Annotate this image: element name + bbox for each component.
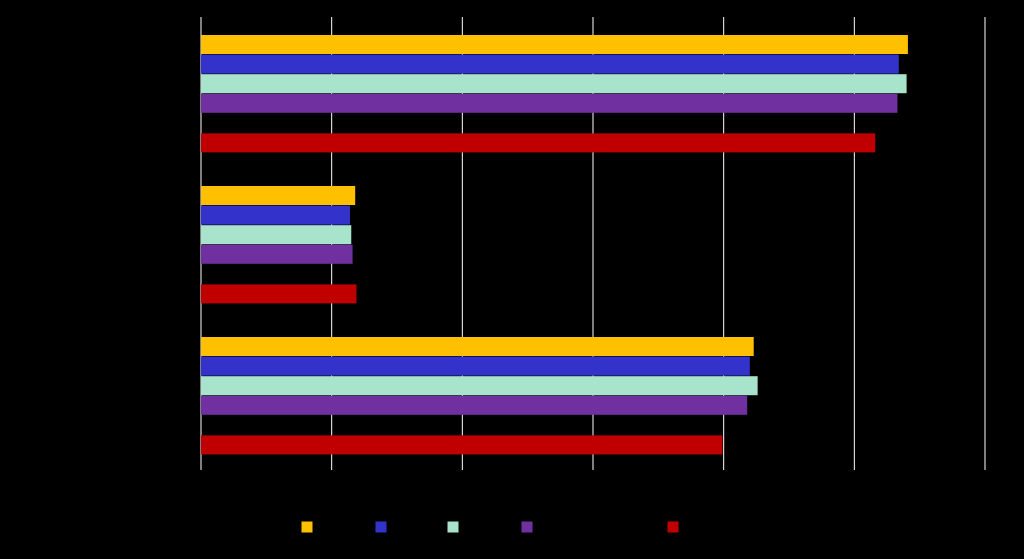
bar <box>201 284 357 304</box>
bar <box>201 35 908 54</box>
bar <box>201 356 750 376</box>
bar <box>201 54 899 74</box>
legend-swatch <box>521 521 533 533</box>
legend-swatch <box>375 521 387 533</box>
legend-swatch <box>301 521 313 533</box>
bar <box>201 133 876 153</box>
legend-swatch <box>447 521 459 533</box>
bar <box>201 93 898 113</box>
bar <box>201 205 350 225</box>
bar <box>201 376 758 396</box>
bars <box>201 35 908 455</box>
bar <box>201 74 907 94</box>
bar <box>201 337 754 356</box>
legend-swatch <box>667 521 679 533</box>
bar <box>201 435 723 455</box>
bar <box>201 395 748 415</box>
bar <box>201 225 352 245</box>
bar <box>201 186 356 205</box>
bar <box>201 244 353 264</box>
legend <box>301 521 679 533</box>
